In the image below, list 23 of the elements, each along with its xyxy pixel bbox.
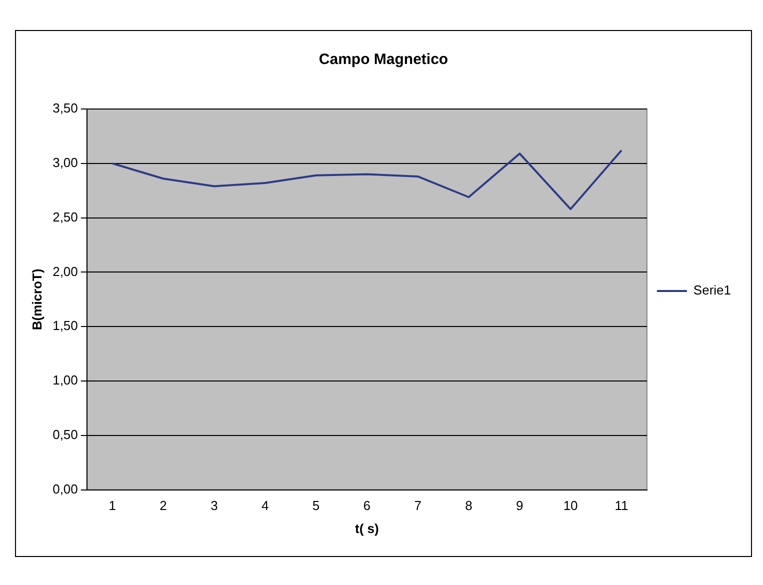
x-tick-label: 6 (363, 498, 371, 514)
x-tick-label: 2 (160, 498, 167, 514)
x-axis-title: t( s) (354, 520, 379, 536)
x-tick-label: 5 (312, 498, 320, 514)
x-tick-label: 9 (516, 498, 524, 514)
x-tick-label: 3 (210, 498, 218, 514)
x-tick-label: 1 (108, 498, 116, 514)
y-tick-label: 3,00 (52, 154, 78, 170)
x-tick-label: 7 (414, 498, 422, 514)
y-tick-label: 1,50 (52, 318, 78, 334)
x-tick-label: 4 (261, 498, 269, 514)
chart-title: Campo Magnetico (318, 51, 448, 68)
x-tick-label: 10 (563, 498, 578, 514)
x-tick-label: 11 (614, 498, 628, 514)
y-tick-label: 2,50 (52, 209, 78, 224)
legend-label: Serie1 (693, 282, 731, 298)
y-tick-label: 2,00 (52, 264, 78, 279)
y-tick-label: 0,00 (52, 481, 78, 496)
x-tick-label: 8 (465, 498, 472, 514)
y-tick-label: 1,00 (52, 372, 78, 388)
y-axis-title: B(microT) (29, 268, 44, 330)
y-tick-label: 0,50 (52, 426, 78, 442)
y-tick-label: 3,50 (52, 100, 78, 116)
